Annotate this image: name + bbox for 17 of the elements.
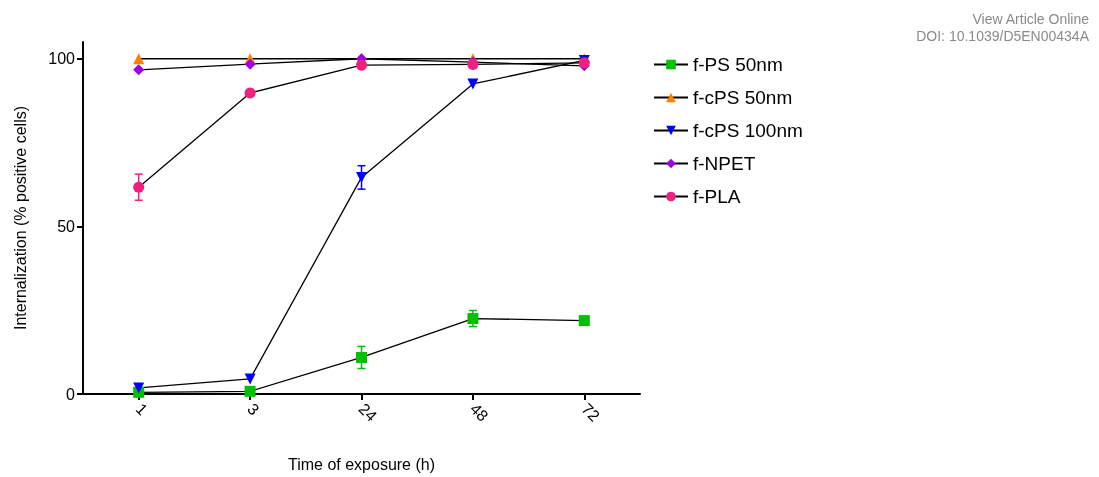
legend-label: f-cPS 50nm xyxy=(693,87,793,108)
y-tick-label: 0 xyxy=(66,385,76,403)
y-axis-title: Internalization (% positive cells) xyxy=(11,105,29,331)
x-tick-label: 3 xyxy=(244,399,263,419)
legend-label: f-NPET xyxy=(693,153,756,174)
legend-label: f-PLA xyxy=(693,186,741,207)
x-tick-label: 72 xyxy=(578,399,603,425)
x-tick-label: 1 xyxy=(132,399,152,419)
legend-label: f-PS 50nm xyxy=(693,54,783,75)
y-tick-label: 50 xyxy=(57,217,76,235)
x-axis-title: Time of exposure (h) xyxy=(287,455,436,473)
y-tick-label: 100 xyxy=(48,50,76,68)
x-tick-label: 48 xyxy=(466,399,492,425)
legend-label: f-cPS 100nm xyxy=(693,120,803,141)
x-tick-label: 24 xyxy=(355,399,381,425)
text: View Article Online xyxy=(972,11,1090,27)
text: DOI: 10.1039/D5EN00434A xyxy=(916,28,1090,44)
